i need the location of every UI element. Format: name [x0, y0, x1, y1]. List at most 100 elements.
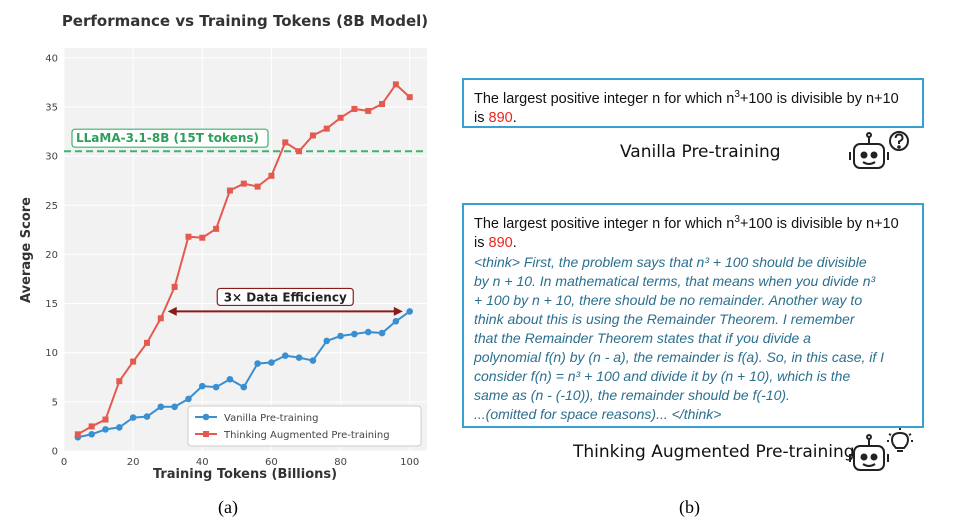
data-point-thinking: [296, 148, 303, 155]
data-point-vanilla: [337, 332, 344, 340]
data-point-vanilla: [295, 354, 303, 361]
data-point-vanilla: [88, 430, 95, 438]
think-line: that the Remainder Theorem states that i…: [474, 329, 811, 346]
data-point-vanilla: [212, 383, 220, 391]
y-tick-label: 5: [52, 397, 58, 408]
data-point-thinking: [392, 81, 399, 88]
x-tick-label: 0: [61, 457, 67, 468]
performance-chart: Performance vs Training Tokens (8B Model…: [19, 12, 428, 482]
data-point-thinking: [130, 358, 137, 365]
y-tick-label: 35: [45, 102, 58, 113]
x-tick-label: 100: [400, 457, 419, 468]
data-point-vanilla: [226, 375, 234, 383]
data-point-vanilla: [364, 328, 372, 336]
data-point-vanilla: [143, 413, 151, 420]
thinking-answer-value: 890: [488, 234, 513, 251]
data-point-vanilla: [351, 330, 358, 338]
y-tick-label: 25: [45, 201, 58, 212]
data-point-thinking: [102, 416, 109, 423]
data-point-thinking: [309, 132, 316, 139]
think-line: same as (n - (-10)), the remainder shoul…: [474, 386, 790, 403]
x-ticks: 0 20 40 60 80 100: [61, 457, 419, 468]
x-tick-label: 20: [127, 457, 140, 468]
data-point-thinking: [268, 172, 275, 179]
series-layer: [74, 81, 414, 441]
think-block: <think> First, the problem says that n³ …: [474, 253, 912, 424]
think-line: by n + 10. In mathematical terms, that m…: [474, 272, 876, 289]
data-point-vanilla: [406, 308, 414, 315]
think-line: <think> First, the problem says that n³ …: [474, 253, 867, 270]
vanilla-answer-box: The largest positive integer n for which…: [462, 78, 924, 128]
data-point-vanilla: [268, 359, 275, 366]
data-point-thinking: [379, 101, 386, 108]
data-point-thinking: [199, 234, 206, 241]
think-line: ...(omitted for space reasons)... </thin…: [474, 405, 722, 422]
data-point-vanilla: [392, 317, 400, 325]
thinking-answer-mid: +100 is divisible by n+10 is: [474, 215, 899, 251]
data-point-vanilla: [157, 403, 165, 411]
data-point-vanilla: [116, 424, 123, 431]
x-tick-label: 60: [265, 457, 278, 468]
y-tick-label: 0: [52, 447, 58, 458]
data-point-vanilla: [129, 414, 137, 421]
vanilla-answer-sup: 3: [734, 89, 740, 100]
vanilla-label: Vanilla Pre-training: [620, 142, 781, 162]
data-point-thinking: [88, 423, 95, 430]
y-ticks: 0 5 10 15 20 25 30 35 40: [45, 53, 58, 457]
x-tick-label: 40: [196, 457, 209, 468]
thinking-answer-prefix: The largest positive integer n for which…: [474, 215, 735, 232]
data-point-vanilla: [198, 382, 206, 390]
data-point-vanilla: [281, 352, 289, 359]
y-tick-label: 20: [45, 250, 58, 261]
y-tick-label: 15: [45, 299, 58, 310]
reference-label-text: LLaMA-3.1-8B (15T tokens): [76, 131, 259, 145]
data-point-vanilla: [378, 329, 386, 337]
y-tick-label: 10: [45, 348, 58, 359]
data-point-thinking: [365, 107, 372, 114]
vanilla-answer-mid: +100 is divisible by n+10 is: [474, 90, 899, 126]
thinking-answer-sup: 3: [734, 214, 740, 225]
data-point-vanilla: [171, 403, 178, 411]
data-point-vanilla: [102, 426, 109, 433]
think-line: think about this is using the Remainder …: [474, 310, 855, 327]
efficiency-annotation-text: 3× Data Efficiency: [224, 290, 347, 304]
data-point-thinking: [213, 225, 220, 232]
data-point-vanilla: [309, 357, 317, 364]
legend-marker-vanilla: [202, 413, 210, 421]
robot-question-icon: [849, 131, 909, 169]
legend-label-vanilla: Vanilla Pre-training: [224, 413, 318, 424]
data-point-vanilla: [254, 360, 261, 367]
think-line: + 100 by n + 10, there should be no rema…: [474, 291, 863, 308]
data-point-thinking: [406, 94, 413, 101]
data-point-thinking: [171, 283, 178, 290]
reference-label: LLaMA-3.1-8B (15T tokens): [71, 128, 269, 148]
y-tick-label: 40: [45, 53, 58, 64]
data-point-thinking: [74, 431, 81, 438]
grid: [63, 48, 427, 452]
data-point-thinking: [351, 105, 358, 112]
thinking-answer-box: The largest positive integer n for which…: [462, 203, 924, 428]
data-point-thinking: [157, 315, 164, 322]
data-point-thinking: [143, 339, 150, 346]
y-axis-label: Average Score: [19, 197, 34, 303]
think-line: consider f(n) = n³ + 100 and divide it b…: [474, 367, 851, 384]
data-point-thinking: [185, 233, 192, 240]
caption-b: (b): [679, 497, 700, 517]
data-point-vanilla: [323, 337, 331, 345]
y-tick-label: 30: [45, 152, 58, 163]
robot-lightbulb-icon: [849, 428, 913, 471]
x-tick-label: 80: [334, 457, 347, 468]
data-point-vanilla: [240, 383, 248, 391]
data-point-vanilla: [185, 395, 192, 403]
data-point-thinking: [323, 125, 330, 132]
vanilla-answer-value: 890: [488, 109, 513, 126]
vanilla-answer-prefix: The largest positive integer n for which…: [474, 90, 735, 107]
data-point-thinking: [337, 114, 344, 121]
legend-marker-thinking: [203, 431, 209, 437]
data-point-thinking: [116, 378, 123, 385]
data-point-thinking: [254, 183, 261, 190]
data-point-thinking: [240, 180, 247, 187]
data-point-thinking: [282, 139, 289, 146]
chart-title: Performance vs Training Tokens (8B Model…: [62, 12, 428, 30]
vanilla-answer-end: .: [512, 109, 517, 126]
